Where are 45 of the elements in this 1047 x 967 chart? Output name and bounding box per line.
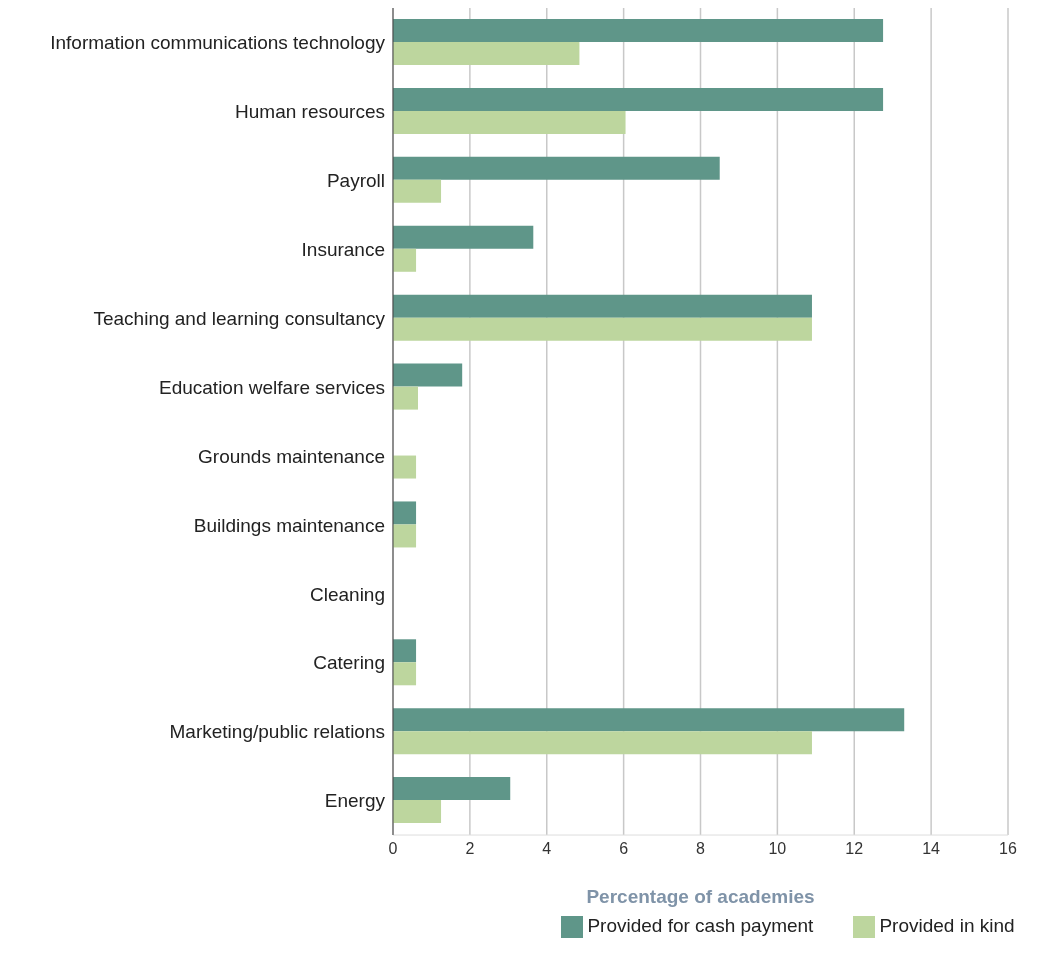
y-tick-label: Buildings maintenance <box>193 514 385 536</box>
bar <box>393 800 442 824</box>
bar <box>393 455 417 479</box>
bar <box>393 42 580 66</box>
bar <box>393 156 720 180</box>
bar <box>393 110 626 134</box>
y-tick-label: Insurance <box>301 238 385 260</box>
y-tick-label: Education welfare services <box>159 376 385 398</box>
x-tick-label: 12 <box>845 840 864 858</box>
bar <box>393 19 884 43</box>
bar <box>393 386 418 410</box>
bar <box>393 87 884 111</box>
bar <box>393 731 812 755</box>
y-tick-label: Marketing/public relations <box>169 721 385 743</box>
y-tick-label: Payroll <box>326 170 385 192</box>
bar <box>393 639 417 663</box>
x-tick-label: 10 <box>768 840 787 858</box>
y-tick-label: Catering <box>313 652 385 674</box>
y-tick-label: Teaching and learning consultancy <box>93 307 386 329</box>
bar <box>393 363 463 387</box>
x-tick-label: 0 <box>388 840 398 858</box>
legend-label: Provided in kind <box>879 915 1015 937</box>
x-axis-title: Percentage of academies <box>586 886 815 908</box>
bar <box>393 501 417 525</box>
x-tick-label: 6 <box>619 840 629 858</box>
bar <box>393 662 417 686</box>
legend-label: Provided for cash payment <box>587 915 814 937</box>
x-tick-label: 2 <box>465 840 475 858</box>
bar <box>393 225 534 249</box>
y-tick-label: Grounds maintenance <box>198 445 385 467</box>
x-tick-label: 4 <box>542 840 552 858</box>
bar <box>393 179 442 203</box>
y-tick-label: Information communications technology <box>50 32 386 54</box>
bar <box>393 248 417 272</box>
bar <box>393 708 905 732</box>
y-tick-label: Human resources <box>235 101 385 123</box>
bar <box>393 317 812 341</box>
y-tick-label: Energy <box>324 790 386 812</box>
bar <box>393 524 417 548</box>
x-tick-label: 8 <box>696 840 706 858</box>
bar <box>393 777 511 801</box>
x-tick-label: 14 <box>922 840 941 858</box>
x-tick-label: 16 <box>999 840 1017 858</box>
bar <box>393 294 812 318</box>
y-tick-label: Cleaning <box>310 583 385 605</box>
